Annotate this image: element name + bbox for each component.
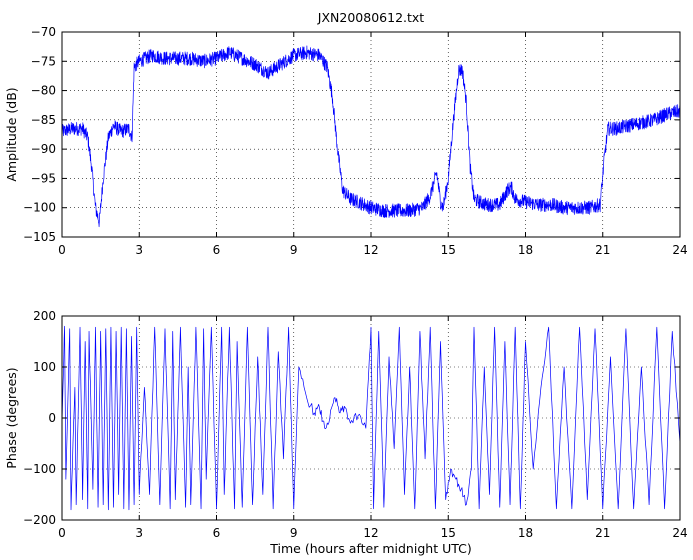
phase-ticks: 0 3 6 9 12 15 18 21 24 −200 −100 0 100 200 (23, 309, 688, 540)
phase-y-tick-label: 100 (33, 360, 56, 374)
amplitude-y-tick-label: −70 (31, 25, 56, 39)
amplitude-x-tick-label: 21 (595, 243, 610, 257)
phase-y-tick-label: 200 (33, 309, 56, 323)
amplitude-x-tick-label: 12 (363, 243, 378, 257)
amplitude-y-tick-label: −100 (23, 201, 56, 215)
amplitude-y-axis-label: Amplitude (dB) (4, 87, 19, 181)
amplitude-y-tick-label: −95 (31, 171, 56, 185)
phase-axes: 0 3 6 9 12 15 18 21 24 −200 −100 0 100 200 Time (hour… (4, 309, 688, 556)
phase-x-tick-label: 12 (363, 526, 378, 540)
phase-x-tick-label: 0 (58, 526, 66, 540)
phase-x-tick-label: 18 (518, 526, 533, 540)
amplitude-x-tick-label: 9 (290, 243, 298, 257)
amplitude-x-tick-label: 3 (135, 243, 143, 257)
phase-series-group (62, 325, 680, 511)
phase-y-tick-label: −200 (23, 513, 56, 527)
phase-x-tick-label: 9 (290, 526, 298, 540)
phase-x-axis-label: Time (hours after midnight UTC) (269, 541, 471, 556)
amplitude-x-tick-label: 0 (58, 243, 66, 257)
amplitude-y-tick-label: −90 (31, 142, 56, 156)
amplitude-series-group (62, 45, 680, 228)
phase-grid (62, 316, 680, 520)
amplitude-ticks: 0 3 6 9 12 15 18 21 24 −105 −100 −95 −90 −85 −80 −75 −70 (23, 25, 688, 257)
amplitude-y-tick-label: −85 (31, 113, 56, 127)
amplitude-axes: 0 3 6 9 12 15 18 21 24 −105 −100 −95 −90 −85 −80 −75 −70… (4, 10, 688, 257)
amplitude-y-tick-label: −80 (31, 84, 56, 98)
amplitude-x-tick-label: 18 (518, 243, 533, 257)
phase-x-tick-label: 24 (672, 526, 687, 540)
phase-x-tick-label: 15 (441, 526, 456, 540)
amplitude-x-tick-label: 24 (672, 243, 687, 257)
amplitude-x-tick-label: 15 (441, 243, 456, 257)
phase-x-tick-label: 3 (135, 526, 143, 540)
phase-series-line-0 (62, 325, 680, 511)
amplitude-x-tick-label: 6 (213, 243, 221, 257)
phase-y-tick-label: −100 (23, 462, 56, 476)
phase-y-tick-label: 0 (48, 411, 56, 425)
phase-x-tick-label: 6 (213, 526, 221, 540)
amplitude-plot-area (62, 32, 680, 237)
phase-x-tick-label: 21 (595, 526, 610, 540)
amplitude-y-tick-label: −105 (23, 230, 56, 244)
amplitude-y-tick-label: −75 (31, 54, 56, 68)
phase-y-axis-label: Phase (degrees) (4, 367, 19, 468)
amplitude-chart-title: JXN20080612.txt (317, 10, 424, 25)
amplitude-series-line-0 (62, 45, 680, 228)
